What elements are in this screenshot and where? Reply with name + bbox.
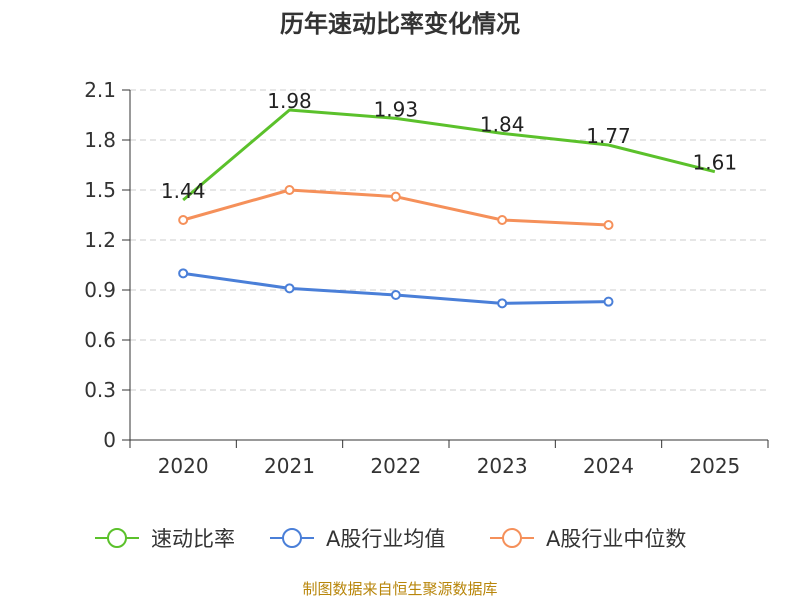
legend-marker [502, 528, 522, 548]
data-label: 1.61 [693, 151, 738, 175]
source-note: 制图数据来自恒生聚源数据库 [302, 580, 497, 598]
data-point [284, 283, 295, 294]
series-1: 1.44 1.98 1.93 1.84 1.77 1.61 [161, 89, 737, 203]
legend-label: A股行业中位数 [546, 527, 686, 551]
data-point [178, 268, 189, 279]
legend-label: A股行业均值 [326, 527, 445, 551]
x-tick-label: 2025 [689, 454, 740, 478]
data-point [603, 220, 614, 230]
y-tick-label: 1.2 [84, 228, 116, 252]
data-point [390, 290, 401, 300]
x-tick-label: 2024 [583, 454, 634, 478]
x-tick-label: 2021 [264, 454, 315, 478]
axes: 0 0.3 0.6 0.9 1.2 1.5 1.8 2.1 2020 2021 2022 2023 20… [84, 78, 769, 478]
y-tick-label: 0 [103, 428, 116, 452]
x-tick-label: 2020 [158, 454, 209, 478]
data-point [390, 191, 401, 202]
data-label: 1.77 [586, 124, 631, 148]
series-3 [178, 185, 614, 230]
series-2 [178, 268, 614, 309]
data-label: 1.98 [267, 89, 312, 113]
data-point [603, 296, 614, 307]
series-layer: 1.44 1.98 1.93 1.84 1.77 1.61 [161, 89, 737, 309]
y-tick-label: 1.5 [84, 178, 116, 202]
legend-item: A股行业均值 [270, 527, 445, 551]
legend-item: 速动比率 [95, 527, 235, 551]
x-tick-label: 2023 [477, 454, 528, 478]
data-point [284, 185, 295, 195]
legend-marker [282, 528, 302, 548]
legend: 速动比率 A股行业均值 A股行业中位数 [95, 527, 686, 551]
legend-label: 速动比率 [151, 527, 235, 551]
y-tick-label: 2.1 [84, 78, 116, 102]
y-tick-label: 0.9 [84, 278, 116, 302]
y-tick-label: 0.3 [84, 378, 116, 402]
y-tick-label: 1.8 [84, 128, 116, 152]
data-label: 1.44 [161, 179, 206, 203]
data-point [497, 298, 508, 309]
data-point [497, 215, 508, 225]
data-label: 1.93 [374, 97, 419, 121]
legend-marker [107, 528, 127, 548]
chart-title: 历年速动比率变化情况 [280, 10, 520, 38]
data-label: 1.84 [480, 112, 525, 136]
y-tick-label: 0.6 [84, 328, 116, 352]
grid-lines [130, 89, 768, 391]
x-tick-label: 2022 [370, 454, 421, 478]
series-line [182, 108, 716, 202]
data-point [178, 215, 189, 225]
legend-item: A股行业中位数 [490, 527, 686, 551]
